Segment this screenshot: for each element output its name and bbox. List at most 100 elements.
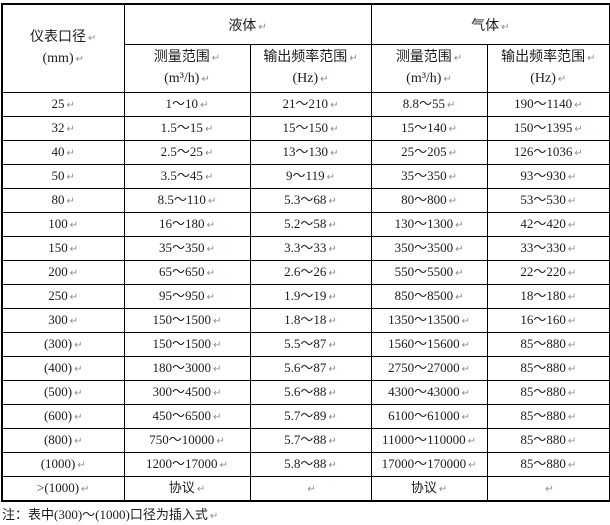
cell-value: 85～880 [520,456,566,471]
paragraph-mark-icon: ↵ [328,292,337,303]
cell-value: 35～350 [401,168,447,183]
table-cell: (400) ↵ [1,356,125,381]
paragraph-mark-icon: ↵ [328,388,337,399]
table-cell: 85～880 ↵ [486,404,610,429]
table-cell: 150～1500 ↵ [123,308,251,333]
cell-value: 350～3500 [394,240,454,255]
cell-value: 1.9～19 [284,288,327,303]
cell-value: 9～119 [286,168,325,183]
table-header: 仪表口径 ↵ (mm) ↵ 液体 ↵ 气体 ↵ 测量范围 ↵ (m³/h) ↵ 输出频率范围… [1,3,610,93]
table-cell: 85～880 ↵ [486,356,610,381]
cell-value: 16～160 [520,312,566,327]
paragraph-mark-icon: ↵ [461,388,470,399]
cell-value: 85～880 [520,384,566,399]
paragraph-mark-icon: ↵ [328,196,337,207]
table-cell: 13～130 ↵ [249,140,372,165]
cell-value: 5.5～87 [284,336,327,351]
cell-value: 1560～15600 [388,336,460,351]
table-cell: 9～119 ↵ [249,164,372,189]
table-cell: 850～8500 ↵ [370,284,488,309]
cell-value: (300) [43,336,73,351]
table-cell: 2750～27000 ↵ [370,356,488,381]
paragraph-mark-icon: ↵ [219,460,228,471]
paragraph-mark-icon: ↵ [213,412,222,423]
cell-value: 协议 [168,480,195,495]
header-group-gas: 气体 ↵ [370,3,610,45]
cell-value: 5.2～58 [284,216,327,231]
cell-value: 200 [48,264,68,279]
table-cell: 65～650 ↵ [123,260,251,285]
cell-value: 80 [51,192,65,207]
table-cell: 协议 ↵ [123,476,251,502]
table-row: 25 ↵ 1～10 ↵ 21～210 ↵ 8.8～55 ↵ 190～1140 ↵ [1,92,610,117]
diameter-unit: (mm) [42,50,74,66]
table-cell: 1350～13500 ↵ [370,308,488,333]
table-cell: 协议 ↵ [370,476,488,502]
paragraph-mark-icon: ↵ [200,100,209,111]
cell-value: 126～1036 [513,144,573,159]
cell-value: 550～5500 [394,264,454,279]
table-cell: 5.5～87 ↵ [249,332,372,357]
cell-value: 100 [48,216,68,231]
table-cell: 35～350 ↵ [123,236,251,261]
table-cell: (800) ↵ [1,428,125,453]
table-cell: 93～930 ↵ [486,164,610,189]
table-cell: 5.3～68 ↵ [249,188,372,213]
paragraph-mark-icon: ↵ [69,268,79,279]
cell-value: 1.5～15 [160,120,203,135]
cell-value: 17000～170000 [381,456,467,471]
cell-value: (500) [43,384,73,399]
table-row: 300 ↵ 150～1500 ↵ 1.8～18 ↵ 1350～13500 ↵ 16～160 ↵ [1,308,610,333]
paragraph-mark-icon: ↵ [557,73,567,85]
paragraph-mark-icon: ↵ [74,388,83,399]
table-cell: 53～530 ↵ [486,188,610,213]
flowmeter-spec-table: 仪表口径 ↵ (mm) ↵ 液体 ↵ 气体 ↵ 测量范围 ↵ (m³/h) ↵ 输出频率范围… [1,3,610,502]
paragraph-mark-icon: ↵ [567,316,577,327]
table-cell: 1.8～18 ↵ [249,308,372,333]
paragraph-mark-icon: ↵ [66,148,75,159]
paragraph-mark-icon: ↵ [567,364,577,375]
paragraph-mark-icon: ↵ [448,172,457,183]
paragraph-mark-icon: ↵ [206,244,215,255]
paragraph-mark-icon: ↵ [455,244,464,255]
cell-value: 85～880 [520,360,566,375]
cell-value: 25 [51,96,65,111]
cell-value: (600) [43,408,73,423]
paragraph-mark-icon: ↵ [448,196,457,207]
header-liquid-frequency: 输出频率范围 ↵ (Hz) ↵ [249,44,372,93]
paragraph-mark-icon: ↵ [330,100,339,111]
table-cell: 350～3500 ↵ [370,236,488,261]
paragraph-mark-icon: ↵ [213,364,222,375]
cell-value: 85～880 [520,432,566,447]
cell-value: 93～930 [520,168,566,183]
table-cell: 130～1300 ↵ [370,212,488,237]
paragraph-mark-icon: ↵ [455,220,464,231]
table-cell: 5.7～88 ↵ [249,428,372,453]
paragraph-mark-icon: ↵ [501,21,510,33]
cell-value: 2.5～25 [160,144,203,159]
cell-value: 32 [51,120,65,135]
table-cell: 300 ↵ [1,308,125,333]
paragraph-mark-icon: ↵ [69,220,79,231]
table-cell: 16～160 ↵ [486,308,610,333]
cell-value: 5.7～89 [284,408,327,423]
cell-value: 95～950 [159,288,205,303]
cell-value: 33～330 [520,240,566,255]
cell-value: 5.3～68 [284,192,327,207]
table-cell: 50 ↵ [1,164,125,189]
paragraph-mark-icon: ↵ [574,148,583,159]
cell-value: >(1000) [37,480,80,495]
table-cell: 21～210 ↵ [249,92,372,117]
cell-value: 18～180 [520,288,566,303]
paragraph-mark-icon: ↵ [567,220,577,231]
cell-value: 6100～61000 [388,408,460,423]
paragraph-mark-icon: ↵ [448,124,457,135]
table-cell: 1～10 ↵ [123,92,251,117]
paragraph-mark-icon: ↵ [204,172,214,183]
cell-value: 11000～110000 [382,432,466,447]
paragraph-mark-icon: ↵ [69,244,79,255]
header-sub-row: 测量范围 ↵ (m³/h) ↵ 输出频率范围 ↵ (Hz) ↵ 测量范围 ↵ (m³/h)… [2,44,610,93]
paragraph-mark-icon: ↵ [66,196,75,207]
paragraph-mark-icon: ↵ [326,172,335,183]
